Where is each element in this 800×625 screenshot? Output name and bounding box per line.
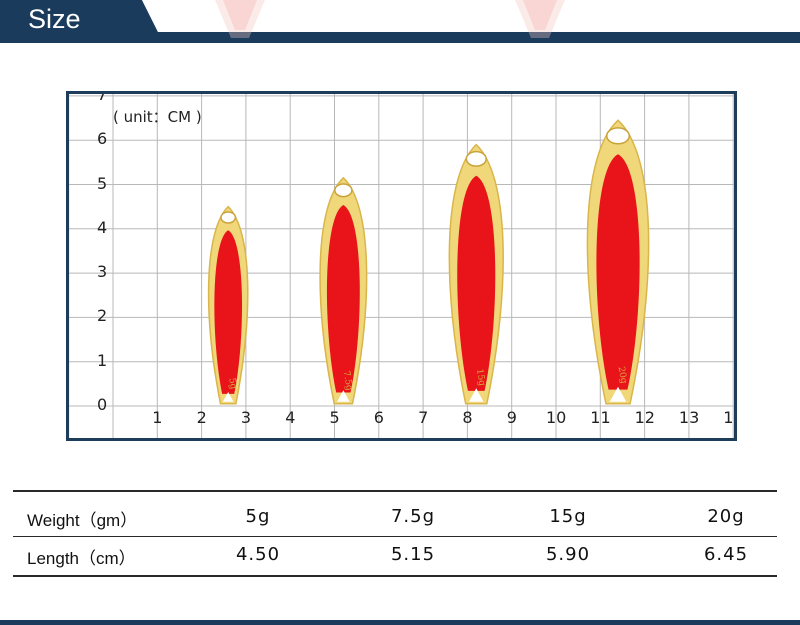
x-tick-label: 12 <box>634 408 655 427</box>
lure-weight-mark: 5g <box>226 377 238 390</box>
table-top-rule <box>13 490 777 492</box>
lure-eye-hole <box>334 183 353 198</box>
x-tick-label: 5 <box>329 408 340 427</box>
page-title: Size <box>28 4 81 34</box>
measurement-grid: 5g 7.5g 15g 20g <box>69 94 734 438</box>
footer-bar <box>0 620 800 625</box>
x-tick-label: 13 <box>678 408 700 427</box>
length-label: Length（cm） <box>27 549 136 568</box>
x-tick-label: 14 <box>723 408 734 427</box>
weight-label: Weight（gm） <box>27 511 138 530</box>
lure-2: 7.5g <box>319 176 368 405</box>
lure-tail-notch <box>337 390 350 402</box>
table-bottom-rule <box>13 575 777 577</box>
lure-4: 20g <box>586 119 650 405</box>
y-tick-label: 1 <box>97 350 108 370</box>
header-background <box>0 0 800 43</box>
lure-eye-hole <box>606 127 631 145</box>
unit-label: ( unit：CM ) <box>113 108 202 126</box>
lure-eye-hole <box>220 211 237 224</box>
lure-tail-notch <box>609 386 627 402</box>
y-tick-label: 4 <box>97 217 108 237</box>
header-bar: Size <box>0 0 800 46</box>
lure-red-body <box>457 175 496 391</box>
x-tick-label: 7 <box>418 408 429 427</box>
y-tick-label: 6 <box>97 129 108 149</box>
weight-cell: 15g <box>549 506 587 527</box>
faded-lure-icon <box>515 0 565 38</box>
length-cell: 6.45 <box>703 544 749 565</box>
y-tick-label: 5 <box>97 173 108 193</box>
lure-3: 15g <box>448 143 504 405</box>
lure-tail-notch <box>469 388 484 402</box>
y-tick-label: 7 <box>97 91 108 104</box>
x-tick-label: 9 <box>506 408 517 427</box>
length-cell: 5.90 <box>545 544 591 565</box>
spec-table: Weight（gm） 5g 7.5g 15g 20g Length（cm） 4.… <box>13 490 777 578</box>
y-tick-label: 2 <box>97 306 108 326</box>
length-cell: 4.50 <box>235 544 281 565</box>
y-tick-label: 3 <box>97 262 108 282</box>
x-tick-label: 4 <box>285 408 296 427</box>
y-tick-label: 0 <box>97 395 108 414</box>
lure-weight-mark: 7.5g <box>341 370 354 392</box>
x-tick-label: 2 <box>196 408 207 427</box>
x-tick-label: 11 <box>590 408 611 427</box>
table-row-length: Length（cm） 4.50 5.15 5.90 6.45 <box>13 536 777 574</box>
length-cell: 5.15 <box>390 544 436 565</box>
weight-cell: 7.5g <box>390 506 436 527</box>
faded-lure-icon <box>215 0 265 38</box>
weight-cell: 5g <box>245 506 271 527</box>
lure-eye-hole <box>465 150 487 167</box>
lure-red-body <box>214 230 243 394</box>
lure-1: 5g <box>207 205 249 405</box>
lure-tail-notch <box>222 391 234 402</box>
lure-weight-mark: 15g <box>474 368 487 387</box>
lure-red-body <box>596 154 640 390</box>
x-tick-label: 8 <box>462 408 473 427</box>
x-tick-label: 1 <box>152 408 163 427</box>
x-tick-label: 10 <box>546 408 567 427</box>
table-row-weight: Weight（gm） 5g 7.5g 15g 20g <box>13 498 777 536</box>
table-middle-rule <box>13 536 777 537</box>
lure-weight-mark: 20g <box>616 366 629 385</box>
lure-red-body <box>326 204 360 393</box>
weight-cell: 20g <box>707 506 745 527</box>
x-tick-label: 3 <box>240 408 252 427</box>
x-tick-label: 6 <box>373 408 384 427</box>
